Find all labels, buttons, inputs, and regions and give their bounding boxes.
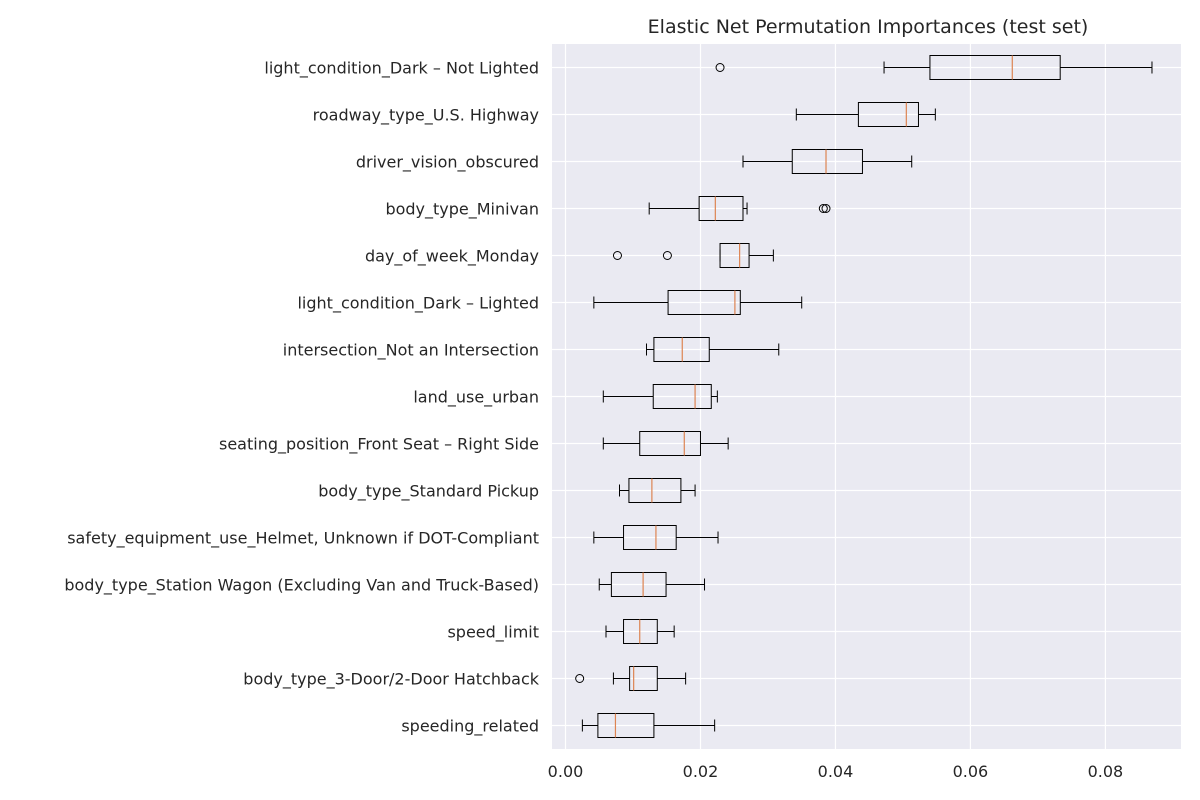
y-tick-label: roadway_type_U.S. Highway [313,106,539,126]
x-tick-label: 0.04 [818,762,854,781]
box-item [598,572,706,597]
box-item [581,713,716,738]
outlier-point [818,204,828,213]
box-item [593,525,719,550]
outlier-point [662,251,672,260]
boxes [575,55,1153,738]
box [857,102,919,127]
box-item [602,384,718,409]
box [667,290,741,315]
y-tick-label: body_type_3-Door/2-Door Hatchback [243,670,539,690]
box [929,55,1061,80]
y-tick-label: land_use_urban [413,388,539,408]
y-tick-labels: light_condition_Dark – Not Lighted roadwa… [64,59,539,737]
box [623,525,677,550]
box-item [742,149,913,174]
y-tick-label: safety_equipment_use_Helmet, Unknown if … [67,529,539,549]
box [719,243,750,268]
y-tick-label: body_type_Minivan [385,200,539,220]
box-item [612,243,774,268]
x-tick-label: 0.08 [1088,762,1124,781]
outlier-point [821,204,831,213]
y-tick-label: speeding_related [401,717,539,737]
box [628,478,682,503]
box-item [645,337,780,362]
y-tick-label: body_type_Standard Pickup [318,482,539,502]
box [610,572,667,597]
box [597,713,655,738]
x-tick-label: 0.00 [548,762,584,781]
y-tick-label: light_condition_Dark – Lighted [297,294,539,314]
box [623,619,658,644]
box [629,666,658,691]
x-tick-labels: 0.00 0.02 0.04 0.06 0.08 [548,762,1124,781]
outlier-point [715,63,725,72]
chart-title: Elastic Net Permutation Importances (tes… [648,16,1089,38]
box-item [605,619,675,644]
box-item [575,666,687,691]
box-item [795,102,936,127]
box-item [648,196,831,221]
y-tick-label: speed_limit [447,623,539,643]
y-tick-label: day_of_week_Monday [365,247,539,267]
box-item [618,478,696,503]
y-tick-label: seating_position_Front Seat – Right Side [219,435,539,455]
box-item [593,290,803,315]
y-tick-label: light_condition_Dark – Not Lighted [264,59,539,79]
box [791,149,863,174]
box [698,196,744,221]
box-item [602,431,729,456]
y-tick-label: driver_vision_obscured [356,153,539,173]
box [639,431,701,456]
x-tick-label: 0.02 [683,762,719,781]
outlier-point [612,251,622,260]
y-tick-label: intersection_Not an Intersection [283,341,539,361]
box [652,384,712,409]
outlier-point [575,674,585,683]
y-tick-label: body_type_Station Wagon (Excluding Van a… [64,576,539,596]
x-tick-label: 0.06 [953,762,989,781]
box [653,337,710,362]
box-item [715,55,1153,80]
